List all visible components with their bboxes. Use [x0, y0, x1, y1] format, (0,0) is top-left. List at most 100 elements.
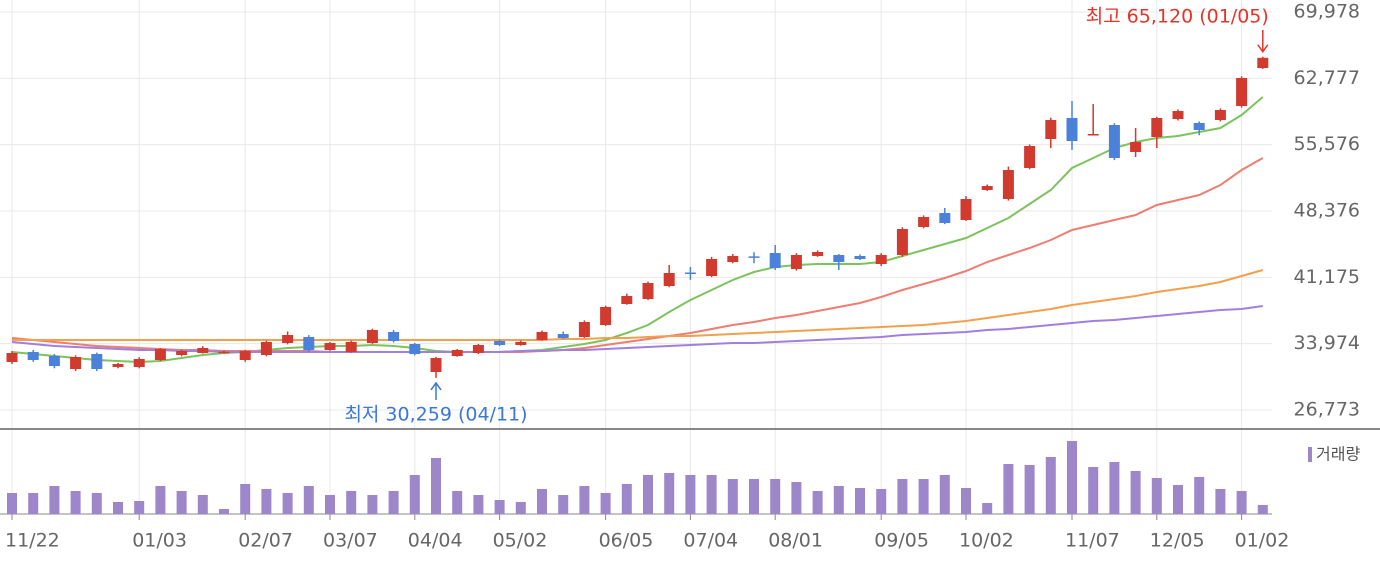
candle-body: [578, 322, 590, 338]
y-tick-label: 69,978: [1294, 1, 1360, 23]
volume-bar: [346, 491, 357, 514]
volume-bar: [219, 509, 229, 514]
volume-bar: [791, 482, 802, 514]
candle-body: [536, 332, 548, 340]
y-tick-label: 48,376: [1294, 199, 1360, 221]
legend-swatch: [1308, 447, 1312, 462]
candle-body: [642, 283, 654, 300]
volume-bar: [325, 495, 335, 514]
x-tick-label: 05/02: [493, 530, 548, 552]
volume-bar: [939, 475, 950, 514]
candle-body: [960, 199, 972, 221]
volume-bar: [706, 475, 717, 514]
candle-body: [27, 352, 39, 360]
volume-bar: [282, 493, 293, 514]
candle-body: [6, 353, 18, 363]
x-tick-label: 06/05: [599, 530, 654, 552]
volume-bar: [812, 491, 823, 514]
volume-bar: [70, 491, 81, 514]
high-annotation: 최고 65,120 (01/05): [1086, 6, 1269, 28]
volume-bar: [897, 479, 908, 514]
x-tick-label: 01/02: [1235, 530, 1290, 552]
candle-body: [939, 213, 951, 224]
volume-bar: [1003, 464, 1014, 514]
volume-bar: [1173, 485, 1183, 514]
y-tick-label: 26,773: [1294, 399, 1360, 421]
candle-body: [1257, 57, 1269, 69]
candle-body: [1045, 120, 1057, 140]
x-tick-label: 07/04: [683, 530, 738, 552]
x-tick-label: 03/07: [323, 530, 378, 552]
volume-bar: [409, 475, 420, 514]
candle-body: [176, 351, 188, 356]
candle-body: [854, 256, 866, 260]
candle-body: [727, 256, 739, 263]
moving-average-line: [12, 269, 1264, 341]
volume-bar: [113, 502, 123, 514]
volume-bar: [918, 479, 929, 514]
volume-bar: [982, 503, 993, 514]
candle-body: [239, 351, 251, 360]
volume-bar: [1130, 471, 1141, 514]
y-tick-label: 41,175: [1294, 266, 1360, 288]
volume-bar: [1236, 491, 1247, 514]
candle-body: [706, 259, 718, 277]
candle-body: [621, 296, 633, 305]
high-arrow-head: [1257, 44, 1269, 54]
candle-body: [896, 229, 908, 256]
candle-body: [154, 348, 166, 360]
candle-body: [345, 342, 357, 353]
volume-bar: [494, 500, 505, 514]
candle-body: [600, 307, 612, 326]
volume-bar: [727, 479, 738, 514]
candle-body: [790, 255, 802, 270]
volume-bar: [876, 489, 887, 514]
candle-body: [833, 255, 845, 263]
volume-bar: [91, 493, 102, 514]
candle-body: [981, 186, 993, 191]
candle-body: [70, 357, 82, 369]
volume-bar: [579, 486, 590, 514]
candle-body: [494, 341, 506, 346]
candle-body: [1172, 111, 1184, 120]
candle-body: [324, 343, 336, 351]
x-tick-label: 04/04: [408, 530, 463, 552]
x-tick-label: 11/07: [1065, 530, 1120, 552]
volume-bar: [1194, 477, 1205, 514]
volume-bar: [7, 493, 17, 514]
volume-bar: [643, 475, 653, 514]
candle-body: [430, 357, 442, 373]
x-tick-label: 09/05: [874, 530, 929, 552]
volume-bar: [1024, 465, 1035, 514]
volume-bar: [558, 495, 569, 514]
x-tick-label: 10/02: [959, 530, 1014, 552]
moving-average-line: [11, 157, 1264, 354]
volume-bar: [1257, 505, 1268, 514]
volume-bar: [176, 491, 187, 514]
candle-body: [366, 330, 378, 344]
volume-bar: [1151, 478, 1162, 514]
volume-bar: [240, 484, 251, 514]
candle-body: [1002, 170, 1014, 200]
volume-bar: [388, 491, 399, 514]
candle-body: [409, 344, 421, 355]
x-tick-label: 02/07: [238, 530, 293, 552]
y-tick-label: 33,974: [1294, 332, 1360, 354]
candle-body: [812, 252, 824, 257]
candle-body: [1151, 118, 1163, 138]
candle-body: [684, 272, 696, 274]
x-tick-label: 08/01: [768, 530, 823, 552]
volume-bar: [1215, 489, 1226, 514]
volume-bar: [303, 486, 314, 514]
volume-bar: [1045, 457, 1056, 514]
low-annotation: 최저 30,259 (04/11): [344, 404, 527, 426]
candle-body: [1130, 142, 1142, 153]
candle-body: [769, 253, 781, 269]
volume-bar: [1088, 467, 1099, 514]
volume-bar: [197, 495, 208, 514]
x-tick-label: 11/22: [5, 530, 60, 552]
candle-body: [303, 337, 315, 351]
volume-bar: [664, 473, 675, 514]
y-tick-label: 62,777: [1294, 67, 1360, 89]
